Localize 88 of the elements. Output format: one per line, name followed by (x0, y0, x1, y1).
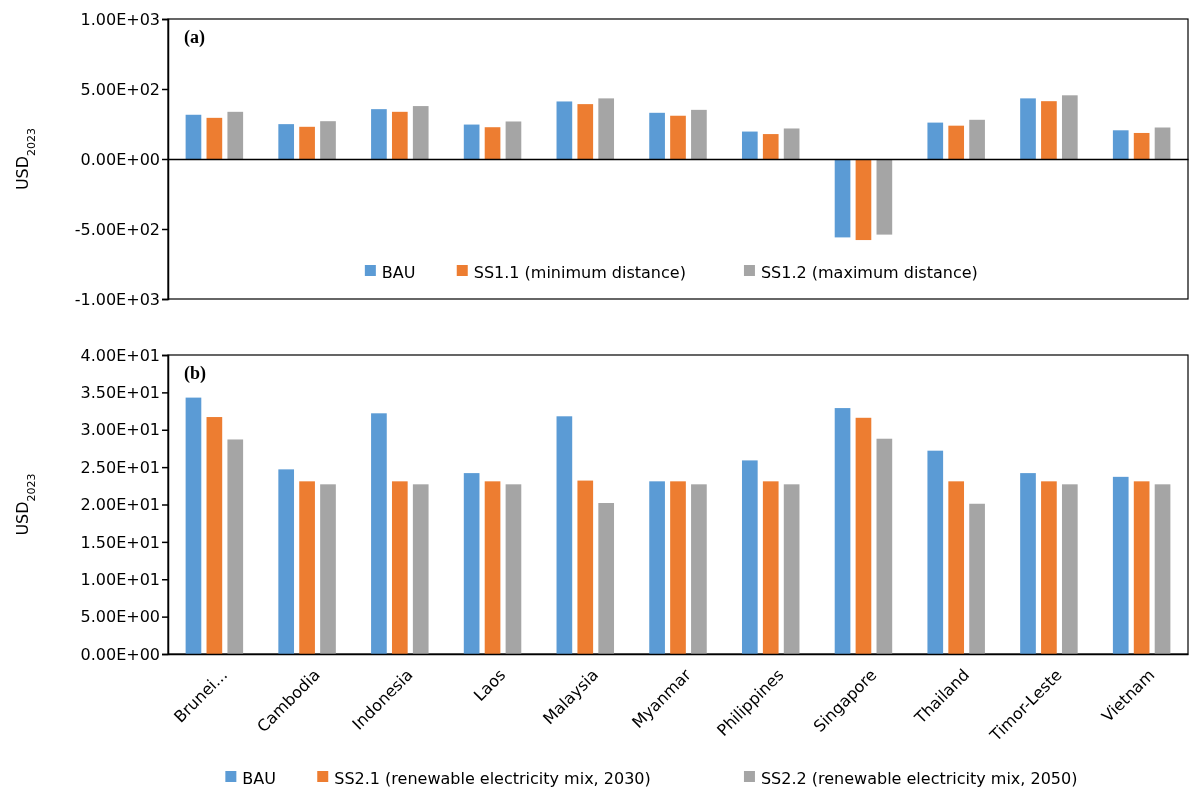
bar (741, 460, 758, 654)
bar (1154, 484, 1171, 654)
bar (505, 484, 522, 654)
bar (876, 438, 893, 654)
bar (1020, 473, 1036, 654)
y-tick-label: 1.00E+01 (80, 569, 160, 589)
y-tick-label: 3.50E+01 (80, 382, 160, 402)
y-tick-label: 3.00E+01 (80, 420, 160, 440)
bar (649, 481, 665, 654)
bar (834, 159, 851, 238)
bar (227, 111, 244, 159)
bar (371, 109, 387, 159)
bar (185, 114, 202, 159)
bar (855, 159, 872, 241)
y-tick-label: 1.00E+03 (80, 9, 160, 29)
chart-title: (b) (184, 363, 206, 384)
y-tick-label: 5.00E+02 (80, 79, 160, 99)
bar (834, 408, 851, 654)
bar (412, 106, 429, 159)
bar (927, 450, 944, 654)
bar (969, 119, 985, 159)
bar (556, 416, 573, 654)
bar (598, 503, 615, 654)
bar (741, 131, 758, 159)
bar (463, 473, 480, 654)
bar (556, 101, 573, 159)
legend-label: SS2.2 (renewable electricity mix, 2050) (760, 768, 1078, 788)
y-tick-label: 2.50E+01 (80, 457, 160, 477)
bar (691, 484, 707, 654)
bar (1112, 476, 1129, 654)
bar (484, 127, 501, 159)
bar (1041, 101, 1057, 159)
bar (783, 128, 800, 159)
bar (371, 413, 387, 654)
bar (206, 417, 223, 654)
bar (206, 117, 223, 159)
bar (1041, 481, 1057, 654)
bar (227, 439, 244, 654)
bar (855, 417, 872, 654)
bar (1133, 132, 1150, 159)
y-tick-label: 2.00E+01 (80, 495, 160, 515)
bar (463, 124, 480, 159)
bar (948, 125, 965, 159)
legend-label: SS1.2 (maximum distance) (760, 262, 978, 282)
bar (1133, 481, 1150, 654)
bar (320, 121, 336, 159)
bar (505, 121, 522, 159)
legend-label: BAU (381, 262, 416, 282)
bar (1020, 98, 1036, 159)
bar (484, 481, 501, 654)
bar (278, 124, 295, 159)
bar (762, 481, 779, 654)
y-tick-label: 0.00E+00 (80, 644, 160, 664)
bar (691, 109, 707, 159)
bar (391, 111, 408, 159)
bar (1061, 484, 1078, 654)
bar (670, 481, 686, 654)
bar (577, 104, 594, 159)
bar (1112, 130, 1129, 159)
bar (670, 115, 686, 159)
y-tick-label: 0.00E+00 (80, 149, 160, 169)
y-tick-label: 1.50E+01 (80, 532, 160, 552)
y-tick-label: -5.00E+02 (74, 219, 160, 239)
bar (948, 481, 965, 654)
bar (1061, 95, 1078, 159)
bar (577, 480, 594, 654)
bar (412, 484, 429, 654)
legend-label: SS2.1 (renewable electricity mix, 2030) (334, 768, 651, 788)
bar (783, 484, 800, 654)
bar (299, 126, 315, 159)
chart-title: (a) (184, 27, 205, 48)
bar (320, 484, 336, 654)
bar (649, 112, 665, 159)
y-tick-label: 4.00E+01 (80, 345, 160, 365)
bar (927, 122, 944, 159)
bar (876, 159, 893, 235)
legend-label: BAU (242, 768, 276, 788)
bar (278, 469, 295, 654)
legend-label: SS1.1 (minimum distance) (473, 262, 686, 282)
bar (969, 503, 985, 654)
y-tick-label: 5.00E+00 (80, 607, 160, 627)
bar (598, 98, 615, 159)
bar (299, 481, 315, 654)
bar (185, 397, 202, 654)
bar (1154, 127, 1171, 159)
y-tick-label: -1.00E+03 (74, 289, 160, 309)
bar (391, 481, 408, 654)
bar (762, 134, 779, 159)
